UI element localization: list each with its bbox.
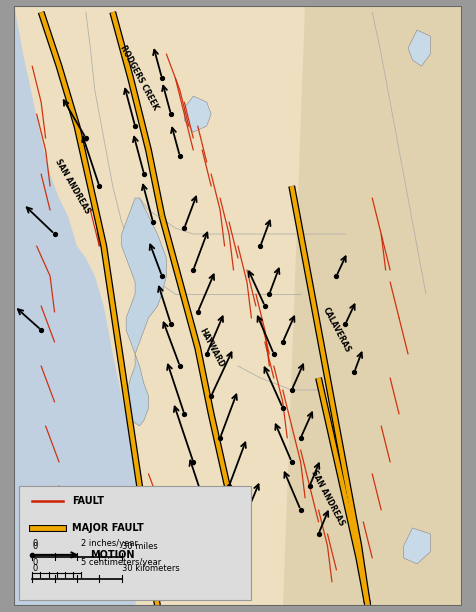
Text: 0: 0 <box>32 539 38 548</box>
Text: 30 kilometers: 30 kilometers <box>122 564 179 573</box>
Text: HAYWARD: HAYWARD <box>197 327 225 369</box>
Text: 0: 0 <box>32 542 38 551</box>
Polygon shape <box>408 30 430 66</box>
Text: SAN ANDREAS: SAN ANDREAS <box>53 157 92 215</box>
Text: FAULT: FAULT <box>72 496 104 506</box>
FancyBboxPatch shape <box>14 6 462 606</box>
FancyBboxPatch shape <box>19 486 251 600</box>
Polygon shape <box>14 6 149 606</box>
Text: 2 inches/year: 2 inches/year <box>81 539 139 548</box>
Text: MOTION: MOTION <box>90 550 135 560</box>
Text: MAJOR FAULT: MAJOR FAULT <box>72 523 144 533</box>
Polygon shape <box>404 528 430 564</box>
Text: 0: 0 <box>32 558 38 567</box>
Text: SAN ANDREAS: SAN ANDREAS <box>309 469 346 527</box>
Polygon shape <box>184 96 211 132</box>
Text: 0: 0 <box>32 564 38 573</box>
Text: 5 centimeters/year: 5 centimeters/year <box>81 558 162 567</box>
Polygon shape <box>283 6 462 606</box>
Polygon shape <box>122 198 167 354</box>
Text: 30 miles: 30 miles <box>122 542 158 551</box>
Text: CALAVERAS: CALAVERAS <box>321 306 352 354</box>
Text: RODGERS CREEK: RODGERS CREEK <box>119 44 160 112</box>
Polygon shape <box>126 354 149 426</box>
